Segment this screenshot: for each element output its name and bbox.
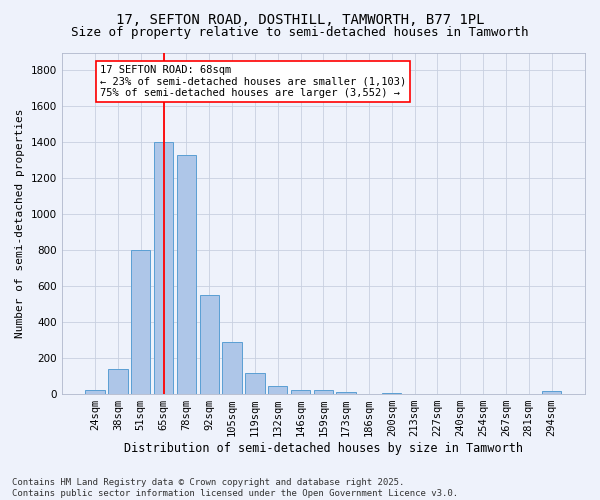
Bar xyxy=(291,390,310,394)
Bar xyxy=(200,295,219,394)
Y-axis label: Number of semi-detached properties: Number of semi-detached properties xyxy=(15,108,25,338)
Bar xyxy=(177,155,196,394)
Bar xyxy=(108,369,128,394)
Bar xyxy=(131,250,151,394)
Bar xyxy=(223,342,242,394)
Bar xyxy=(542,392,561,394)
X-axis label: Distribution of semi-detached houses by size in Tamworth: Distribution of semi-detached houses by … xyxy=(124,442,523,455)
Bar xyxy=(268,386,287,394)
Bar xyxy=(245,372,265,394)
Bar xyxy=(382,393,401,394)
Text: Contains HM Land Registry data © Crown copyright and database right 2025.
Contai: Contains HM Land Registry data © Crown c… xyxy=(12,478,458,498)
Text: Size of property relative to semi-detached houses in Tamworth: Size of property relative to semi-detach… xyxy=(71,26,529,39)
Bar xyxy=(154,142,173,394)
Text: 17 SEFTON ROAD: 68sqm
← 23% of semi-detached houses are smaller (1,103)
75% of s: 17 SEFTON ROAD: 68sqm ← 23% of semi-deta… xyxy=(100,65,406,98)
Text: 17, SEFTON ROAD, DOSTHILL, TAMWORTH, B77 1PL: 17, SEFTON ROAD, DOSTHILL, TAMWORTH, B77… xyxy=(116,12,484,26)
Bar xyxy=(85,390,105,394)
Bar xyxy=(337,392,356,394)
Bar xyxy=(314,390,333,394)
